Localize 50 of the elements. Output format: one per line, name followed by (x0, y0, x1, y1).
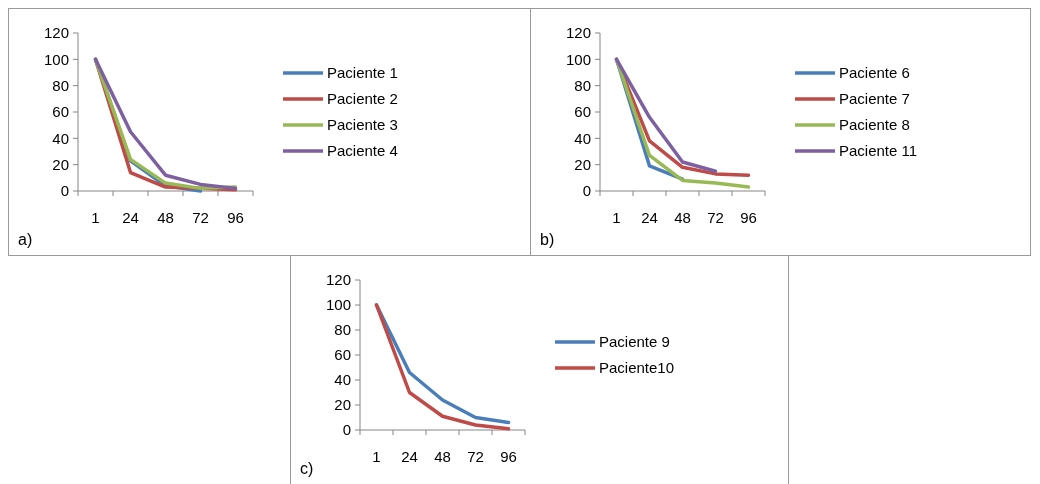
y-tick-label: 120 (325, 271, 351, 289)
y-tick-label: 100 (325, 296, 351, 314)
line-series (614, 57, 718, 173)
x-tick-label: 96 (227, 209, 244, 226)
y-tick-label: 80 (334, 321, 351, 339)
legend-label: Paciente 8 (839, 116, 910, 134)
x-tick-label: 1 (372, 448, 381, 465)
y-tick-label: 60 (334, 346, 351, 364)
text: b) (540, 231, 555, 248)
legend-label: Paciente 11 (839, 142, 918, 160)
x-tick-label: 1 (91, 209, 100, 226)
y-tick-label: 0 (582, 182, 591, 200)
y-tick-label: 60 (52, 103, 69, 121)
y-tick-label: 40 (574, 129, 591, 147)
y-tick-label: 0 (342, 421, 351, 439)
y-tick-label: 120 (565, 24, 591, 42)
y-tick-label: 20 (574, 155, 591, 173)
text: a) (18, 231, 33, 248)
y-tick-label: 0 (60, 182, 69, 200)
y-tick-label: 80 (574, 76, 591, 94)
x-tick-label: 96 (500, 448, 517, 465)
y-tick-label: 20 (52, 155, 69, 173)
y-tick-label: 40 (52, 129, 69, 147)
legend-label: Paciente 2 (327, 90, 398, 108)
legend-label: Paciente 7 (839, 90, 910, 108)
x-tick-label: 72 (192, 209, 209, 226)
x-tick-label: 24 (641, 209, 658, 226)
x-tick-label: 24 (401, 448, 418, 465)
x-tick-label: 72 (467, 448, 484, 465)
x-tick-label: 48 (434, 448, 451, 465)
y-tick-label: 20 (334, 396, 351, 414)
y-tick-label: 100 (43, 50, 69, 68)
x-tick-label: 96 (740, 209, 757, 226)
y-tick-label: 100 (565, 50, 591, 68)
legend-label: Paciente 6 (839, 64, 910, 82)
y-tick-label: 80 (52, 76, 69, 94)
x-tick-label: 48 (157, 209, 174, 226)
legend-label: Paciente 9 (599, 333, 670, 351)
y-tick-label: 60 (574, 103, 591, 121)
x-tick-label: 48 (674, 209, 691, 226)
text: c) (300, 460, 314, 477)
legend-label: Paciente 1 (327, 64, 398, 82)
x-tick-label: 72 (707, 209, 724, 226)
legend-label: Paciente 4 (327, 142, 398, 160)
x-tick-label: 1 (612, 209, 621, 226)
y-tick-label: 120 (43, 24, 69, 42)
x-tick-label: 24 (122, 209, 139, 226)
legend-label: Paciente 3 (327, 116, 398, 134)
legend-label: Paciente10 (599, 359, 675, 377)
y-tick-label: 40 (334, 371, 351, 389)
